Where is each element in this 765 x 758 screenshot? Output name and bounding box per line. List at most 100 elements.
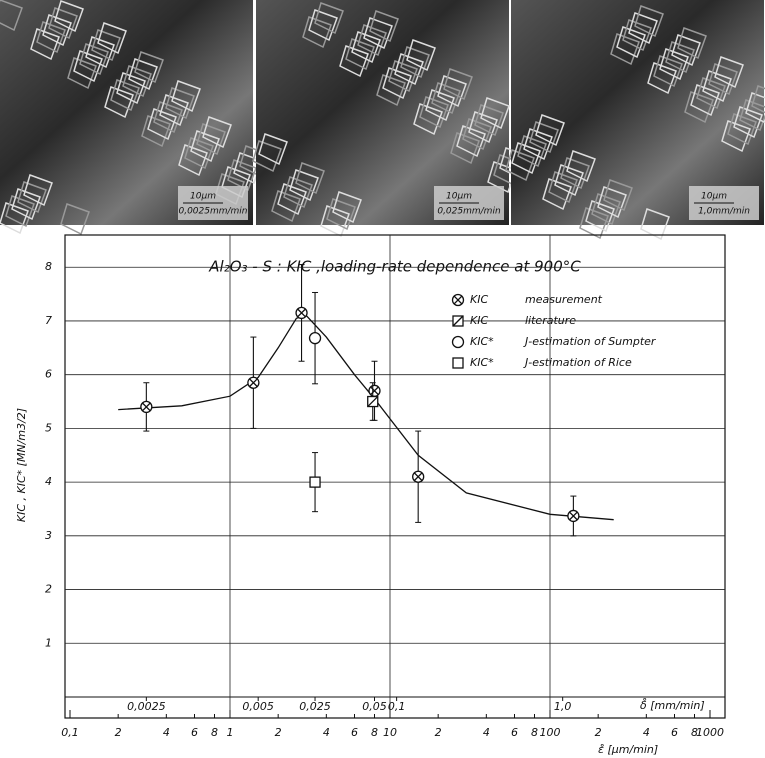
x-tick-label: 4 xyxy=(483,726,490,739)
marker xyxy=(367,395,379,408)
top-tick-label: 0,1 xyxy=(388,700,406,713)
rate-label: 1,0mm/min xyxy=(698,207,750,217)
grain xyxy=(326,198,356,231)
grain xyxy=(566,150,596,183)
grain xyxy=(369,10,399,43)
grain xyxy=(406,39,436,72)
marker xyxy=(140,400,153,414)
grain xyxy=(73,50,103,83)
grain xyxy=(628,12,658,45)
marker xyxy=(412,470,425,483)
x-tick-label: 6 xyxy=(191,726,198,739)
marker-cross xyxy=(141,402,151,412)
grain xyxy=(542,178,572,211)
grain xyxy=(178,144,208,177)
grain xyxy=(659,48,689,81)
grain xyxy=(603,179,633,212)
marker xyxy=(308,331,322,345)
grain xyxy=(165,87,195,120)
chart-title: Al₂O₃ - S : KIC ,loading-rate dependence… xyxy=(208,258,581,276)
top-tick-label: 0,005 xyxy=(242,700,274,713)
grain xyxy=(5,195,35,228)
grain xyxy=(413,103,443,136)
grain xyxy=(0,0,23,32)
x-tick-label: 100 xyxy=(540,726,561,739)
x-tick-label: 1000 xyxy=(696,726,724,739)
grain xyxy=(400,46,430,79)
x-tick-label: 6 xyxy=(671,726,678,739)
grain xyxy=(739,99,765,132)
legend-symbol: KIC* xyxy=(470,335,494,348)
top-tick-label: 0,0025 xyxy=(127,700,166,713)
grain xyxy=(289,169,319,202)
fit-curve xyxy=(118,314,614,521)
grain xyxy=(171,80,201,113)
grain xyxy=(283,176,313,209)
grain xyxy=(54,0,84,33)
grain xyxy=(36,21,66,54)
grain xyxy=(640,208,670,241)
grain xyxy=(585,200,615,233)
top-tick-label: 1,0 xyxy=(554,700,572,713)
grain xyxy=(505,149,535,182)
legend-label: literature xyxy=(525,314,576,327)
grain xyxy=(147,108,177,141)
x-tick-label: 8 xyxy=(211,726,218,739)
x-tick-label: 6 xyxy=(511,726,518,739)
y-tick-label: 7 xyxy=(45,314,52,327)
grain xyxy=(271,190,301,223)
grain xyxy=(437,75,467,108)
grain xyxy=(394,53,424,86)
x-tick-label: 2 xyxy=(275,726,282,739)
grain xyxy=(665,41,695,74)
marker xyxy=(368,384,381,397)
grain xyxy=(622,19,652,52)
marker xyxy=(451,293,465,307)
grain xyxy=(97,22,127,55)
rate-label: 0,0025mm/min xyxy=(178,207,247,217)
x-tick-label: 8 xyxy=(691,726,698,739)
grain xyxy=(388,60,418,93)
grain xyxy=(419,96,449,129)
grain xyxy=(727,113,757,146)
grain xyxy=(480,97,510,130)
grain xyxy=(523,128,553,161)
y-axis-label: KIC , KIC* [MN/m3/2] xyxy=(15,408,28,522)
marker-cross xyxy=(297,308,306,318)
grain xyxy=(548,171,578,204)
grain xyxy=(653,55,683,88)
y-tick-label: 4 xyxy=(45,475,52,488)
grain xyxy=(616,26,646,59)
grain xyxy=(42,14,72,47)
marker xyxy=(567,509,580,523)
grain xyxy=(159,94,189,127)
grain xyxy=(332,191,362,224)
grain xyxy=(196,123,226,156)
grain xyxy=(690,84,720,117)
scale-label: 10μm xyxy=(701,192,727,202)
grain xyxy=(702,70,732,103)
grain xyxy=(443,68,473,101)
grain xyxy=(104,86,134,119)
legend-label: J-estimation of Sumpter xyxy=(523,335,657,348)
grain xyxy=(60,203,90,236)
marker xyxy=(295,306,308,320)
grain xyxy=(714,56,744,89)
scale-label: 10μm xyxy=(190,192,216,202)
scale-label: 10μm xyxy=(446,192,472,202)
grain xyxy=(745,92,765,124)
x-tick-label: 10 xyxy=(383,726,397,739)
grain xyxy=(277,183,307,216)
top-tick-label: 0,05 xyxy=(362,700,387,713)
legend-symbol: KIC xyxy=(470,293,488,306)
x-tick-label: 4 xyxy=(323,726,330,739)
grain xyxy=(23,174,53,207)
grain xyxy=(233,152,263,185)
grain xyxy=(308,9,338,42)
grain xyxy=(190,130,220,163)
grain xyxy=(474,104,504,137)
grain xyxy=(202,116,232,149)
grain xyxy=(134,51,164,84)
x-tick-label: 8 xyxy=(371,726,378,739)
